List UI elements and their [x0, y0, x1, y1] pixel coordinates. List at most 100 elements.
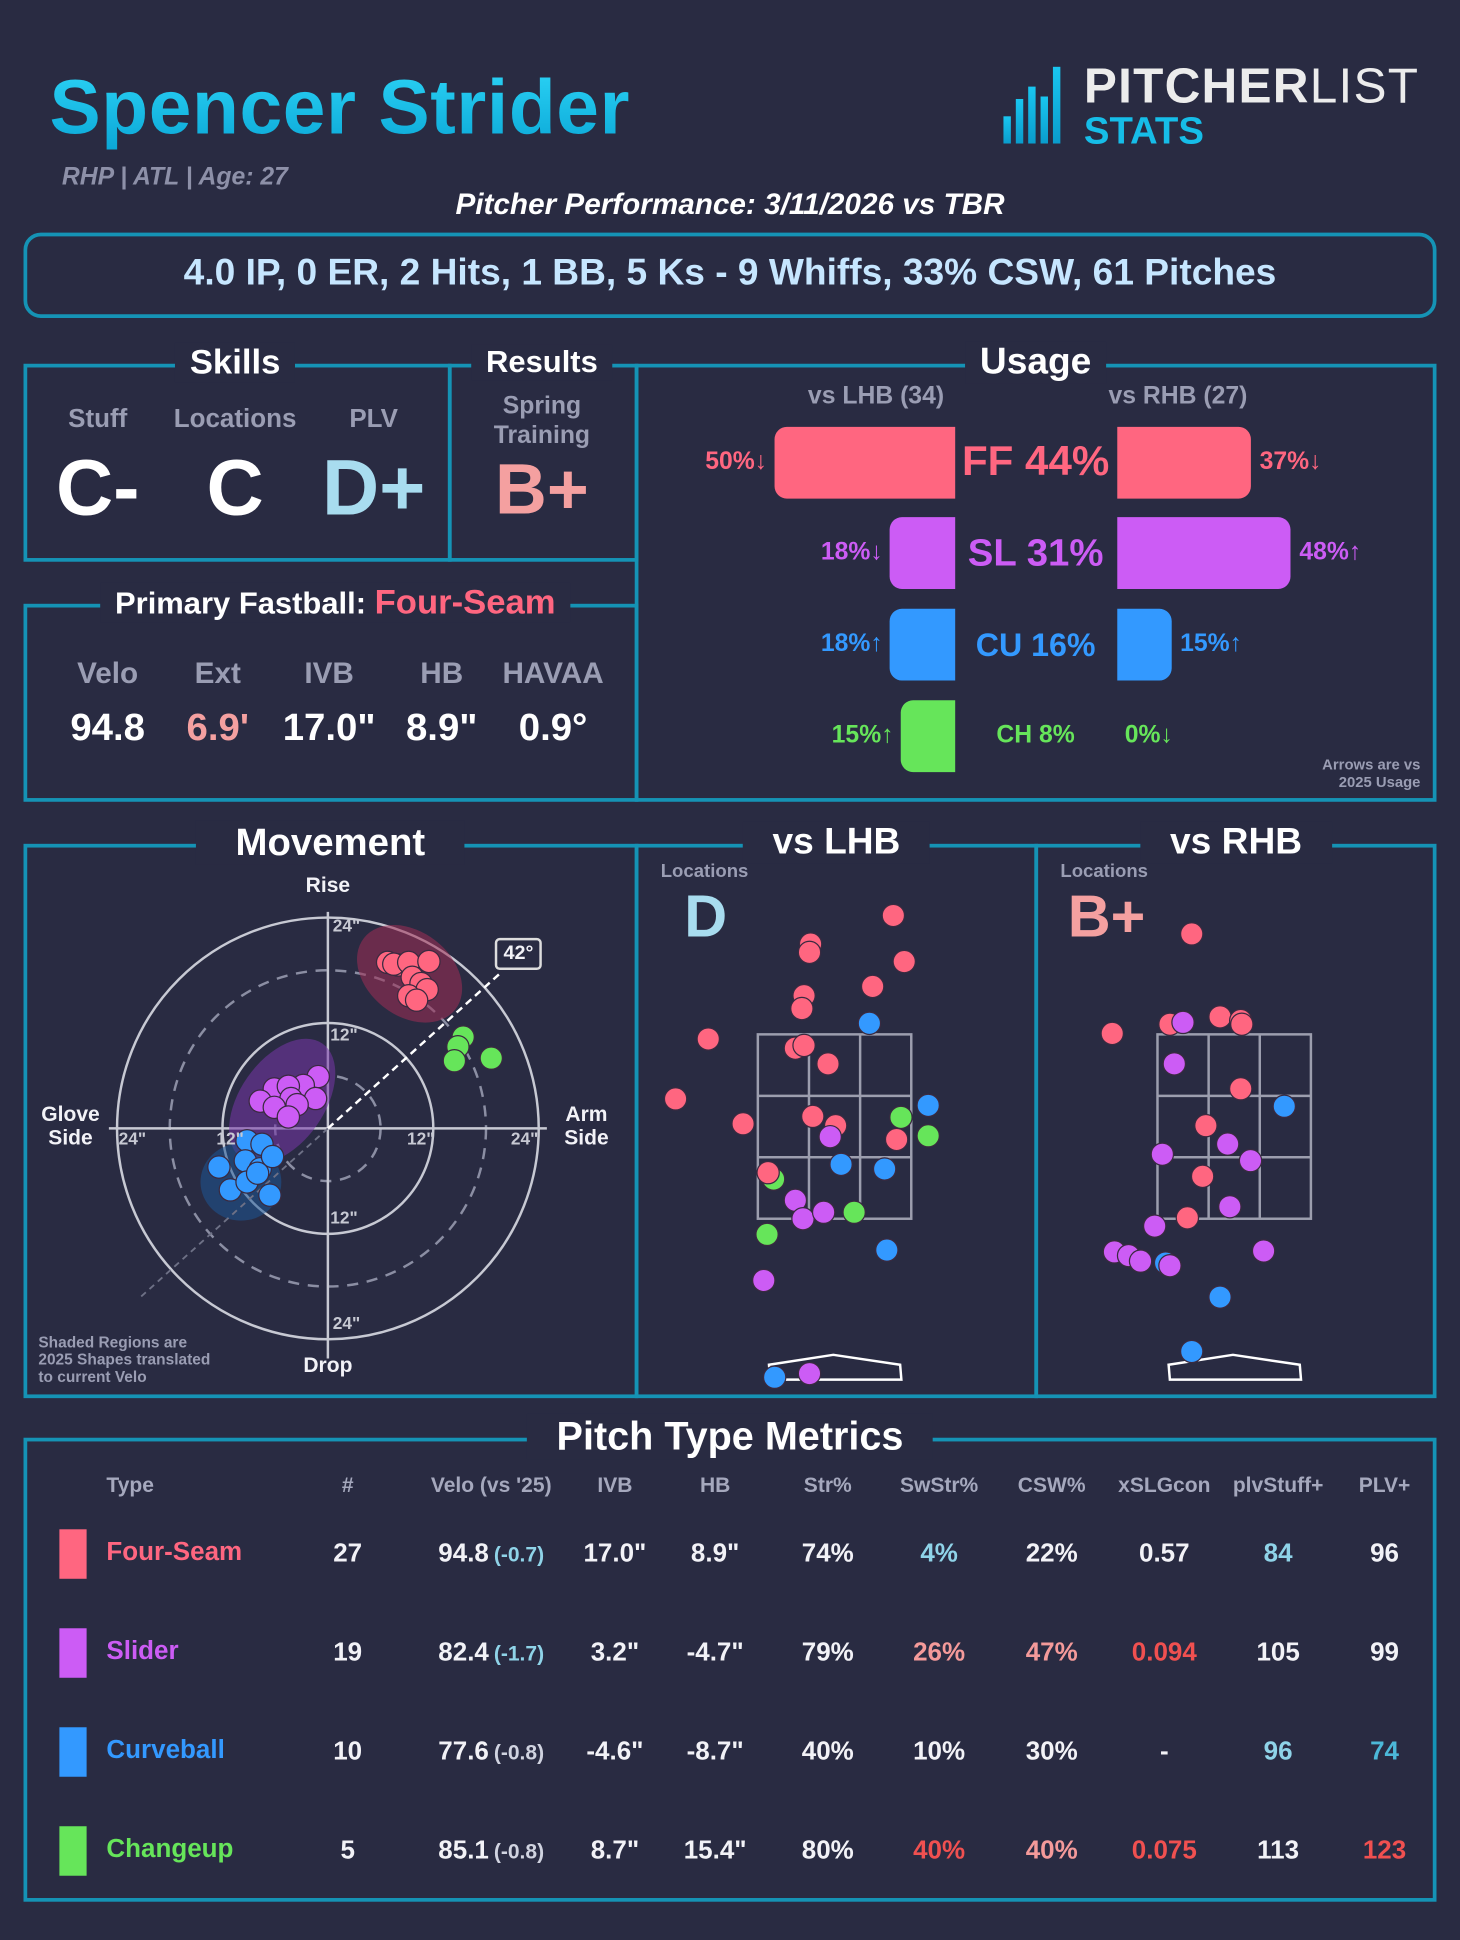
metrics-plv: 74	[1370, 1737, 1399, 1766]
fastball-label-hb: HB	[420, 657, 464, 691]
metrics-plv: 123	[1362, 1836, 1407, 1865]
movement-note-line-3: to current Velo	[38, 1368, 147, 1386]
skill-label-stuff: Stuff	[68, 404, 128, 434]
usage-rhb-header: vs RHB (27)	[1108, 382, 1248, 410]
arm-side-line-1: Arm	[565, 1102, 608, 1126]
metrics-swstr: 4%	[920, 1539, 958, 1568]
usage-lhb-header: vs LHB (34)	[807, 382, 945, 410]
metrics-header-5: Str%	[803, 1473, 852, 1498]
lhb-locations-title: vs LHB	[742, 821, 931, 864]
metrics-xslg: -	[1159, 1737, 1169, 1766]
usage-center-sl: SL 31%	[967, 530, 1104, 575]
metrics-panel	[23, 1437, 1437, 1902]
metrics-plv: 96	[1370, 1539, 1399, 1568]
metrics-velo-delta: (-0.7)	[493, 1542, 545, 1567]
usage-note-line-1: Arrows are vs	[1322, 755, 1421, 774]
usage-lhb-pct-ff: 50%↓	[705, 447, 768, 476]
arm-angle-badge: 42°	[494, 937, 543, 971]
results-label: Spring Training	[494, 391, 590, 450]
results-title: Results	[471, 344, 613, 381]
glove-side-line-1: Glove	[41, 1102, 100, 1126]
results-label-line-2: Training	[493, 421, 591, 450]
usage-note: Arrows are vs 2025 Usage	[1322, 756, 1420, 791]
usage-rhb-pct-cu: 15%↑	[1180, 629, 1243, 658]
skills-title: Skills	[174, 342, 296, 383]
metrics-velo: 77.6 (-0.8)	[438, 1737, 544, 1767]
pitch-color-swatch	[59, 1727, 87, 1777]
metrics-hb: 8.9"	[690, 1539, 740, 1568]
metrics-velo-value: 82.4	[438, 1638, 489, 1667]
results-grade: B+	[495, 449, 589, 530]
usage-rhb-pct-sl: 48%↑	[1299, 538, 1362, 566]
summary-box: 4.0 IP, 0 ER, 2 Hits, 1 BB, 5 Ks - 9 Whi…	[23, 232, 1437, 318]
usage-bar-lhb-ch	[900, 700, 956, 773]
metrics-xslg: 0.094	[1131, 1638, 1197, 1667]
metrics-count: 5	[340, 1836, 355, 1865]
fastball-label-ivb: IVB	[304, 657, 354, 691]
rhb-locations-label: Locations	[1060, 861, 1149, 883]
metrics-header-7: CSW%	[1017, 1473, 1086, 1498]
metrics-count: 10	[333, 1737, 363, 1766]
fastball-label-velo: Velo	[77, 657, 139, 691]
usage-center-ff: FF 44%	[961, 438, 1110, 486]
skill-grade-locations: C	[206, 442, 264, 533]
metrics-plv: 99	[1370, 1638, 1399, 1667]
results-label-line-1: Spring	[502, 392, 582, 420]
pitch-color-swatch	[59, 1826, 87, 1876]
arm-side-line-2: Side	[564, 1125, 609, 1150]
usage-center-ch: CH 8%	[996, 721, 1075, 750]
movement-note: Shaded Regions are 2025 Shapes translate…	[38, 1334, 210, 1386]
movement-note-line-1: Shaded Regions are	[38, 1333, 188, 1352]
metrics-stuff: 96	[1263, 1737, 1293, 1766]
metrics-velo: 85.1 (-0.8)	[438, 1836, 544, 1866]
skill-label-locations: Locations	[173, 404, 297, 434]
usage-rhb-pct-ch: 0%↓	[1124, 721, 1173, 749]
drop-label: Drop	[303, 1353, 353, 1378]
metrics-xslg: 0.57	[1139, 1539, 1190, 1568]
rhb-locations-grade: B+	[1067, 884, 1146, 951]
metrics-swstr: 10%	[913, 1737, 966, 1766]
usage-bar-rhb-ff	[1117, 426, 1251, 499]
metrics-header-10: PLV+	[1358, 1473, 1411, 1498]
player-name: Spencer Strider	[49, 65, 631, 151]
arm-side-label: Arm Side	[564, 1102, 608, 1149]
usage-lhb-pct-sl: 18%↓	[820, 538, 883, 566]
fastball-title-prefix: Primary Fastball:	[115, 586, 367, 622]
metrics-xslg: 0.075	[1131, 1836, 1197, 1865]
rise-label: Rise	[305, 873, 351, 898]
fastball-panel	[23, 603, 639, 802]
metrics-hb: -4.7"	[686, 1638, 744, 1667]
metrics-csw: 40%	[1025, 1836, 1078, 1865]
metrics-hb: 15.4"	[683, 1836, 747, 1865]
metrics-count: 27	[333, 1539, 363, 1568]
metrics-pitch-type: Curveball	[106, 1735, 225, 1765]
metrics-swstr: 40%	[913, 1836, 966, 1865]
movement-note-line-2: 2025 Shapes translated	[38, 1351, 211, 1369]
metrics-str: 74%	[801, 1539, 854, 1568]
bar-chart-logo-icon	[1003, 66, 1061, 144]
fastball-label-havaa: HAVAA	[502, 657, 604, 691]
metrics-header-1: #	[341, 1473, 354, 1498]
metrics-pitch-type: Slider	[106, 1636, 179, 1666]
glove-side-label: Glove Side	[41, 1102, 99, 1149]
metrics-velo-value: 94.8	[438, 1539, 489, 1568]
usage-lhb-pct-ch: 15%↑	[831, 721, 894, 749]
game-title: Pitcher Performance: 3/11/2026 vs TBR	[455, 188, 1005, 222]
metrics-count: 19	[333, 1638, 363, 1667]
metrics-str: 40%	[801, 1737, 854, 1766]
usage-center-cu: CU 16%	[975, 625, 1096, 664]
player-bio: RHP | ATL | Age: 27	[61, 163, 288, 191]
movement-title: Movement	[195, 820, 465, 865]
metrics-header-8: xSLGcon	[1118, 1473, 1211, 1498]
logo-pitcher-text: PITCHER	[1083, 59, 1310, 114]
fastball-label-ext: Ext	[194, 657, 241, 691]
usage-bar-lhb-sl	[890, 517, 956, 589]
metrics-header-0: Type	[106, 1473, 154, 1498]
fastball-value-ivb: 17.0"	[282, 705, 376, 749]
usage-lhb-pct-cu: 18%↑	[820, 629, 883, 658]
metrics-header-6: SwStr%	[899, 1473, 979, 1498]
skill-grade-stuff: C-	[55, 442, 140, 533]
metrics-velo-value: 77.6	[438, 1737, 489, 1766]
metrics-velo-delta: (-1.7)	[493, 1641, 545, 1666]
metrics-velo-delta: (-0.8)	[493, 1839, 545, 1864]
